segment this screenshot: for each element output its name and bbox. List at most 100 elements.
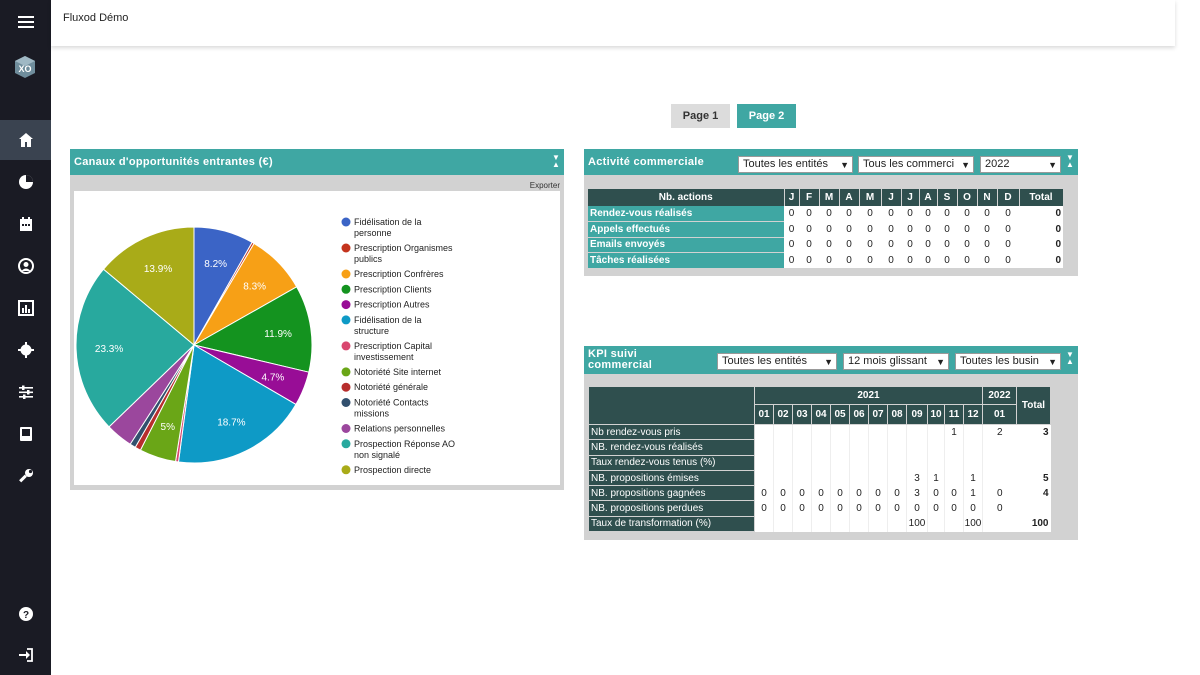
kpi-month-header: 07	[868, 404, 888, 425]
kpi-total-cell: 5	[1016, 470, 1051, 486]
kpi-cell: 0	[773, 485, 793, 501]
kpi-period-select[interactable]: 12 mois glissant ▼	[843, 353, 949, 370]
legend-label: Relations personnelles	[354, 424, 446, 434]
legend-label: non signalé	[354, 450, 400, 460]
activite-total-cell: 0	[1019, 252, 1063, 268]
pie-slice[interactable]	[102, 226, 195, 347]
book-icon[interactable]	[0, 414, 51, 454]
activite-cell: 0	[957, 237, 977, 253]
kpi-cell	[868, 439, 888, 456]
home-icon[interactable]	[0, 120, 51, 160]
canaux-panel: Canaux d'opportunités entrantes (€) ▼ ▲ E…	[70, 149, 564, 490]
pie-chart-icon[interactable]	[0, 162, 51, 202]
wrench-icon[interactable]	[0, 456, 51, 496]
logout-icon[interactable]	[0, 635, 51, 675]
legend-swatch	[341, 367, 351, 377]
gear-icon[interactable]	[0, 330, 51, 370]
activite-cell: 0	[881, 237, 901, 253]
kpi-cell: 0	[811, 500, 831, 517]
activite-cell: 0	[901, 237, 919, 253]
bar-chart-icon[interactable]	[0, 288, 51, 328]
sidebar: XO ?	[0, 0, 51, 675]
legend-swatch	[341, 398, 351, 407]
kpi-cell	[927, 455, 945, 471]
kpi-cell: 0	[754, 485, 774, 501]
kpi-total-cell	[1016, 500, 1051, 517]
kpi-cell	[754, 439, 774, 456]
pie-slice[interactable]	[75, 268, 195, 428]
activite-cell: 0	[957, 252, 977, 268]
kpi-cell	[792, 424, 812, 440]
sliders-icon[interactable]	[0, 372, 51, 412]
collapse-icon[interactable]: ▼ ▲	[552, 153, 560, 169]
kpi-entity-select[interactable]: Toutes les entités ▼	[717, 353, 837, 370]
kpi-cell: 0	[754, 500, 774, 517]
kpi-month-header: 06	[849, 404, 869, 425]
kpi-cell	[887, 455, 907, 471]
kpi-year-header: 2021	[754, 386, 983, 405]
kpi-row-label: NB. propositions gagnées	[588, 485, 755, 502]
pie-slice-label: 8.3%	[243, 281, 266, 292]
kpi-month-header: 03	[792, 404, 812, 425]
page-2-button[interactable]: Page 2	[737, 104, 796, 128]
kpi-total-cell: 3	[1016, 424, 1051, 440]
kpi-cell	[982, 516, 1017, 532]
activite-cell: 0	[997, 237, 1019, 253]
kpi-cell: 0	[773, 500, 793, 517]
kpi-cell	[906, 439, 928, 456]
kpi-cell	[868, 455, 888, 471]
kpi-cell	[927, 424, 945, 440]
svg-text:?: ?	[22, 610, 28, 621]
kpi-cell: 100	[906, 516, 928, 532]
kpi-cell: 0	[887, 500, 907, 517]
calendar-icon[interactable]	[0, 204, 51, 244]
legend-swatch	[341, 424, 351, 433]
legend-label: investissement	[354, 352, 414, 362]
activite-cell: 0	[859, 252, 881, 268]
kpi-cell: 1	[944, 424, 964, 440]
entity-select[interactable]: Toutes les entités ▼	[738, 156, 853, 173]
user-circle-icon[interactable]	[0, 246, 51, 286]
kpi-cell	[906, 424, 928, 440]
page-1-button[interactable]: Page 1	[671, 104, 730, 128]
kpi-cell	[963, 424, 983, 440]
help-icon[interactable]: ?	[0, 594, 51, 634]
kpi-cell	[830, 470, 850, 486]
pie-slice-label: 5%	[161, 422, 176, 433]
kpi-month-header: 05	[830, 404, 850, 425]
activite-header-cell: J	[881, 189, 902, 206]
pie-slice[interactable]	[177, 344, 297, 464]
menu-icon[interactable]	[0, 2, 51, 42]
activite-cell: 0	[819, 237, 839, 253]
legend-label: Prescription Organismes	[354, 243, 453, 253]
kpi-cell	[773, 516, 793, 532]
activite-cell: 0	[859, 237, 881, 253]
collapse-icon[interactable]: ▼ ▲	[1066, 350, 1074, 366]
export-link[interactable]: Exporter	[529, 181, 560, 190]
kpi-cell	[773, 470, 793, 486]
commercial-select[interactable]: Tous les commerci ▼	[858, 156, 974, 173]
kpi-business-select[interactable]: Toutes les busin ▼	[955, 353, 1061, 370]
pie-chart: 8.2% 8.3% 11.9% 4.7% 18.7% 5% 23.3% 13.9% Fidéli…	[75, 217, 455, 475]
collapse-icon[interactable]: ▼ ▲	[1066, 153, 1074, 169]
activite-header-cell: F	[799, 189, 820, 206]
kpi-cell: 1	[963, 485, 983, 501]
kpi-cell: 0	[830, 500, 850, 517]
legend-label: Fidélisation de la	[354, 217, 422, 227]
kpi-cell	[830, 455, 850, 471]
pie-slice[interactable]	[192, 286, 313, 373]
legend-swatch	[341, 439, 351, 449]
year-select[interactable]: 2022 ▼	[980, 156, 1061, 173]
legend-label: structure	[354, 326, 389, 336]
kpi-cell: 0	[927, 500, 945, 517]
kpi-cell	[811, 455, 831, 471]
activite-total-cell: 0	[1019, 206, 1063, 222]
kpi-month-header: 01	[754, 404, 774, 425]
kpi-month-header: 12	[963, 404, 983, 425]
kpi-month-header: 01	[982, 404, 1017, 425]
kpi-cell: 100	[963, 516, 983, 532]
kpi-panel: KPI suivi commercial ▼ ▲ Toutes les entit…	[584, 346, 1078, 540]
activite-cell: 0	[819, 252, 839, 268]
kpi-cell: 0	[887, 485, 907, 501]
legend-label: Prescription Confrères	[354, 269, 444, 279]
